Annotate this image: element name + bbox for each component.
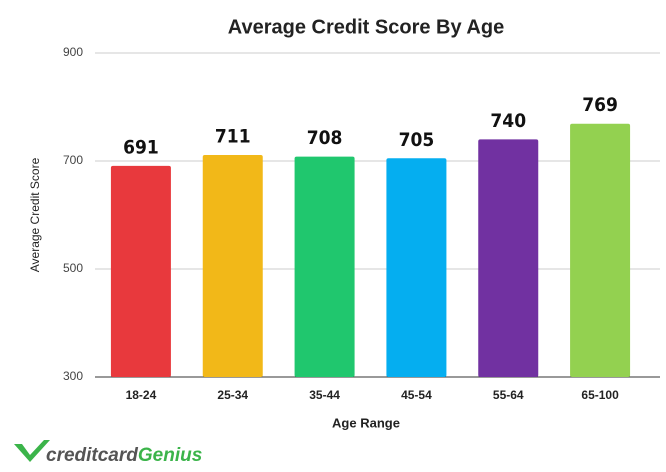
- bar: [202, 155, 263, 377]
- bar: [110, 165, 171, 377]
- logo-prefix: creditcard: [46, 445, 138, 466]
- bar: [294, 156, 355, 377]
- bar: [570, 123, 631, 378]
- logo-highlight: Genius: [138, 445, 202, 466]
- x-tick-label: 35-44: [309, 388, 340, 402]
- logo-icon: [14, 440, 50, 462]
- chart-title: Average Credit Score By Age: [228, 16, 504, 38]
- x-tick-label: 55-64: [493, 388, 524, 402]
- x-axis-label: Age Range: [332, 415, 400, 430]
- y-axis-label: Average Credit Score: [28, 157, 42, 272]
- y-tick-label: 700: [63, 153, 83, 167]
- value-label: 691: [123, 136, 159, 158]
- value-label: 740: [490, 110, 526, 132]
- x-tick-label: 65-100: [581, 388, 619, 402]
- y-tick-label: 900: [63, 45, 83, 59]
- x-tick-label: 18-24: [126, 388, 157, 402]
- value-label: 705: [399, 129, 435, 151]
- value-label: 711: [215, 126, 251, 148]
- value-label: 708: [307, 127, 343, 149]
- logo: creditcardGenius: [14, 440, 202, 466]
- bar: [386, 158, 447, 377]
- x-tick-label: 45-54: [401, 388, 432, 402]
- bar: [478, 139, 539, 377]
- x-tick-label: 25-34: [217, 388, 248, 402]
- logo-text: creditcardGenius: [46, 445, 202, 466]
- y-tick-label: 300: [63, 369, 83, 383]
- y-tick-label: 500: [63, 261, 83, 275]
- value-label: 769: [582, 94, 618, 116]
